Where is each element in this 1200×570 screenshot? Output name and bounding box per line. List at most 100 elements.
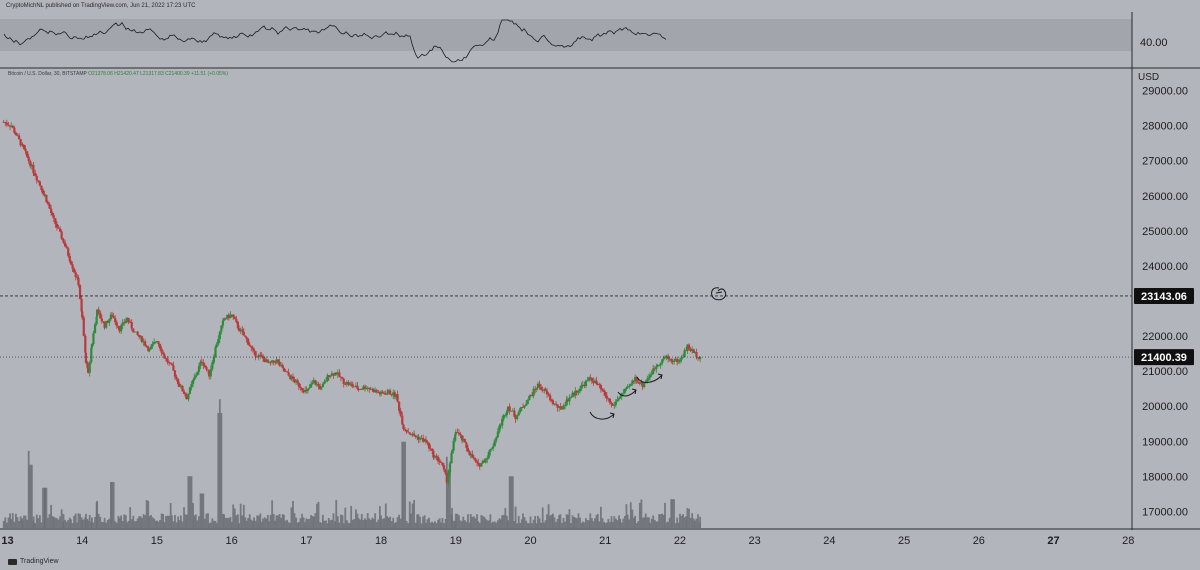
x-tick-label: 18 (375, 535, 387, 547)
volume-bar (239, 503, 242, 528)
volume-bar (469, 514, 472, 528)
volume-bar (13, 521, 16, 528)
candle-body (596, 384, 599, 385)
candle-body (221, 320, 225, 326)
candle-body (226, 314, 229, 319)
volume-bar (94, 516, 96, 528)
rsi-band (0, 19, 1132, 51)
volume-bar (447, 470, 450, 528)
candle-body (19, 139, 22, 146)
tradingview-watermark[interactable]: TradingView (8, 558, 59, 565)
candle-body (205, 366, 208, 370)
volume-bar (235, 515, 238, 528)
volume-bar (544, 520, 547, 528)
volume-bar (441, 517, 444, 528)
candle-body (611, 404, 614, 406)
candle-body (487, 451, 490, 458)
volume-bar (595, 515, 598, 528)
candle-body (211, 362, 214, 370)
volume-bar (577, 513, 580, 528)
candle-body (317, 384, 320, 386)
x-tick-label: 21 (599, 535, 611, 547)
volume-bar (232, 504, 235, 528)
volume-bar (39, 515, 41, 528)
candle-body (450, 450, 454, 453)
volume-bar (377, 519, 380, 528)
candle-body (62, 240, 65, 243)
volume-bar (398, 514, 401, 528)
rsi-reference-label: 40.00 (1140, 37, 1168, 49)
candle-body (52, 215, 55, 219)
candle-body (678, 359, 682, 362)
volume-bar (213, 520, 215, 528)
candle-body (573, 392, 576, 396)
candle-body (7, 124, 10, 126)
volume-bar (535, 523, 538, 528)
candle-body (78, 285, 82, 299)
candle-body (662, 357, 665, 360)
currency-label[interactable]: USD (1138, 72, 1160, 83)
candle-body (342, 378, 345, 384)
volume-bar (356, 513, 359, 528)
candle-body (377, 392, 380, 393)
volume-bar (416, 514, 419, 528)
candle-body (271, 360, 274, 363)
volume-bar (100, 521, 103, 528)
volume-bar (605, 522, 608, 528)
candle-body (409, 434, 413, 436)
volume-bar (369, 519, 372, 528)
candle-body (623, 388, 626, 393)
volume-bar (109, 482, 112, 528)
volume-bar (471, 516, 474, 528)
volume-bar (396, 517, 399, 528)
candle-body (351, 384, 354, 387)
volume-bar (262, 518, 264, 528)
candle-body (668, 358, 671, 360)
volume-bar (456, 513, 459, 528)
candle-body (232, 314, 235, 318)
candle-body (617, 398, 621, 400)
volume-bar (562, 517, 565, 528)
candle-body (511, 410, 514, 412)
volume-bar (281, 514, 284, 528)
y-tick-label: 18000.00 (1142, 471, 1188, 483)
volume-bar (510, 476, 513, 528)
candle-body (438, 461, 441, 463)
candle-body (102, 321, 105, 323)
candle-body (239, 329, 242, 331)
candle-body (441, 462, 444, 466)
candle-body (614, 401, 617, 406)
candle-body (151, 344, 154, 347)
candle-body (26, 151, 29, 157)
volume-bar (519, 522, 522, 528)
volume-bar (671, 499, 674, 528)
rsi-indicator (3, 19, 667, 63)
candle-body (535, 388, 538, 390)
volume-bar (335, 499, 338, 528)
volume-bar (268, 521, 270, 528)
price-tag-label: 21400.39 (1141, 352, 1187, 364)
volume-bar (73, 515, 76, 528)
candle-body (574, 390, 577, 396)
volume-bar (637, 521, 640, 528)
volume-bar (590, 518, 593, 528)
candle-body (13, 127, 16, 133)
candle-body (416, 436, 419, 438)
candle-body (534, 388, 537, 390)
volume-bar (112, 482, 115, 528)
volume-bar (117, 515, 120, 528)
volume-bar (338, 522, 341, 528)
candle-body (45, 195, 48, 203)
candle-body (214, 347, 217, 357)
volume-bar (99, 516, 102, 528)
volume-bar (623, 515, 626, 528)
volume-bar (280, 517, 283, 528)
volume-bar (275, 515, 278, 528)
candle-body (626, 386, 629, 388)
candle-body (71, 264, 74, 269)
volume-bar (68, 517, 71, 528)
volume-bar (9, 513, 11, 528)
candle-body (124, 320, 127, 323)
x-tick-label: 22 (674, 535, 686, 547)
candle-body (218, 331, 221, 340)
